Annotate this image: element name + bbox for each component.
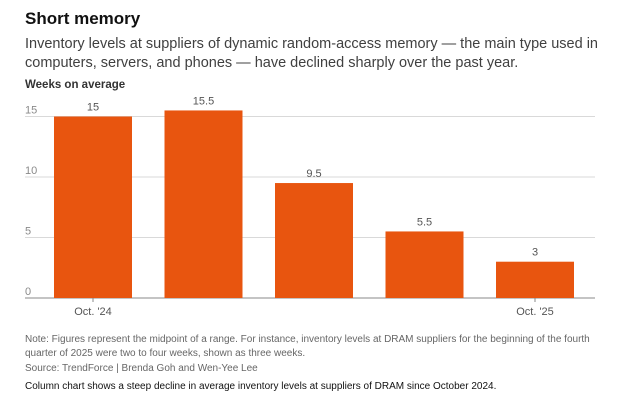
data-label: 15 [87, 102, 99, 114]
chart-title: Short memory [25, 9, 141, 28]
chart-source: Source: TrendForce | Brenda Goh and Wen-… [25, 363, 258, 374]
y-tick-label: 15 [25, 105, 37, 117]
x-tick-label: Oct. '25 [516, 306, 554, 318]
y-tick-label: 0 [25, 286, 31, 298]
bar [496, 261, 574, 298]
chart-note: Note: Figures represent the midpoint of … [25, 334, 590, 359]
bar [275, 183, 353, 298]
x-tick-labels: Oct. '24 Oct. '25 [74, 298, 554, 318]
data-labels: 15 15.5 9.5 5.5 3 [87, 95, 538, 258]
chart-description: Column chart shows a steep decline in av… [25, 381, 497, 392]
bar [164, 110, 243, 298]
y-tick-label: 5 [25, 226, 31, 238]
bar-chart: 0 5 10 15 15 15.5 9.5 5.5 3 Oct. '24 Oct. '25 [25, 95, 595, 318]
bar [54, 116, 132, 298]
bars [54, 110, 574, 298]
bar [385, 231, 464, 298]
y-axis-label: Weeks on average [25, 79, 126, 91]
x-tick-label: Oct. '24 [74, 306, 112, 318]
chart-subtitle: Inventory levels at suppliers of dynamic… [25, 36, 598, 71]
y-tick-label: 10 [25, 165, 37, 177]
data-label: 15.5 [193, 95, 214, 107]
data-label: 3 [532, 247, 538, 259]
data-label: 5.5 [417, 216, 432, 228]
data-label: 9.5 [306, 168, 321, 180]
